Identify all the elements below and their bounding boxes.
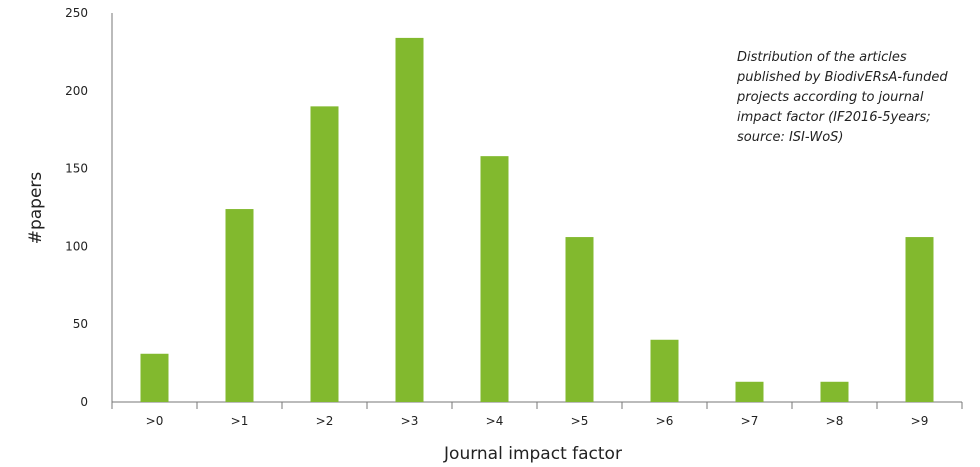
y-tick-label: 250 (65, 6, 88, 20)
x-tick-label: >5 (571, 414, 589, 428)
bar (735, 381, 764, 402)
y-tick-label: 50 (73, 317, 88, 331)
x-tick-label: >0 (146, 414, 164, 428)
bar (565, 237, 594, 402)
x-tick-label: >9 (911, 414, 929, 428)
bar (140, 353, 169, 402)
x-tick-label: >3 (401, 414, 419, 428)
bar (650, 339, 679, 402)
y-tick-label: 200 (65, 84, 88, 98)
annotation-line: impact factor (IF2016-5years; (737, 110, 931, 125)
bar (905, 237, 934, 402)
x-tick-labels: >0 >1 >2 >3 >4 >5 >6 >7 >8 >9 (146, 414, 929, 428)
bar (225, 209, 254, 402)
annotation-line: Distribution of the articles (737, 50, 907, 65)
bar (480, 156, 509, 402)
bar (820, 381, 849, 402)
annotation-line: source: ISI-WoS) (737, 130, 844, 145)
bar (395, 37, 424, 403)
x-tick-label: >7 (741, 414, 759, 428)
y-tick-labels: 0 50 100 150 200 250 (65, 6, 88, 409)
y-axis-title: #papers (26, 172, 46, 245)
annotation-line: published by BiodivERsA-funded (737, 70, 948, 85)
bars (140, 37, 934, 403)
x-tick-label: >1 (231, 414, 249, 428)
x-axis (111, 401, 963, 409)
x-axis-title: Journal impact factor (443, 444, 622, 464)
x-tick-label: >6 (656, 414, 674, 428)
bar (310, 106, 339, 403)
x-tick-label: >4 (486, 414, 504, 428)
x-tick-label: >8 (826, 414, 844, 428)
y-tick-label: 0 (80, 395, 88, 409)
y-tick-label: 150 (65, 162, 88, 176)
y-tick-label: 100 (65, 239, 88, 253)
x-tick-label: >2 (316, 414, 334, 428)
chart-annotation: Distribution of the articles published b… (737, 48, 977, 148)
annotation-line: projects according to journal (737, 90, 924, 105)
